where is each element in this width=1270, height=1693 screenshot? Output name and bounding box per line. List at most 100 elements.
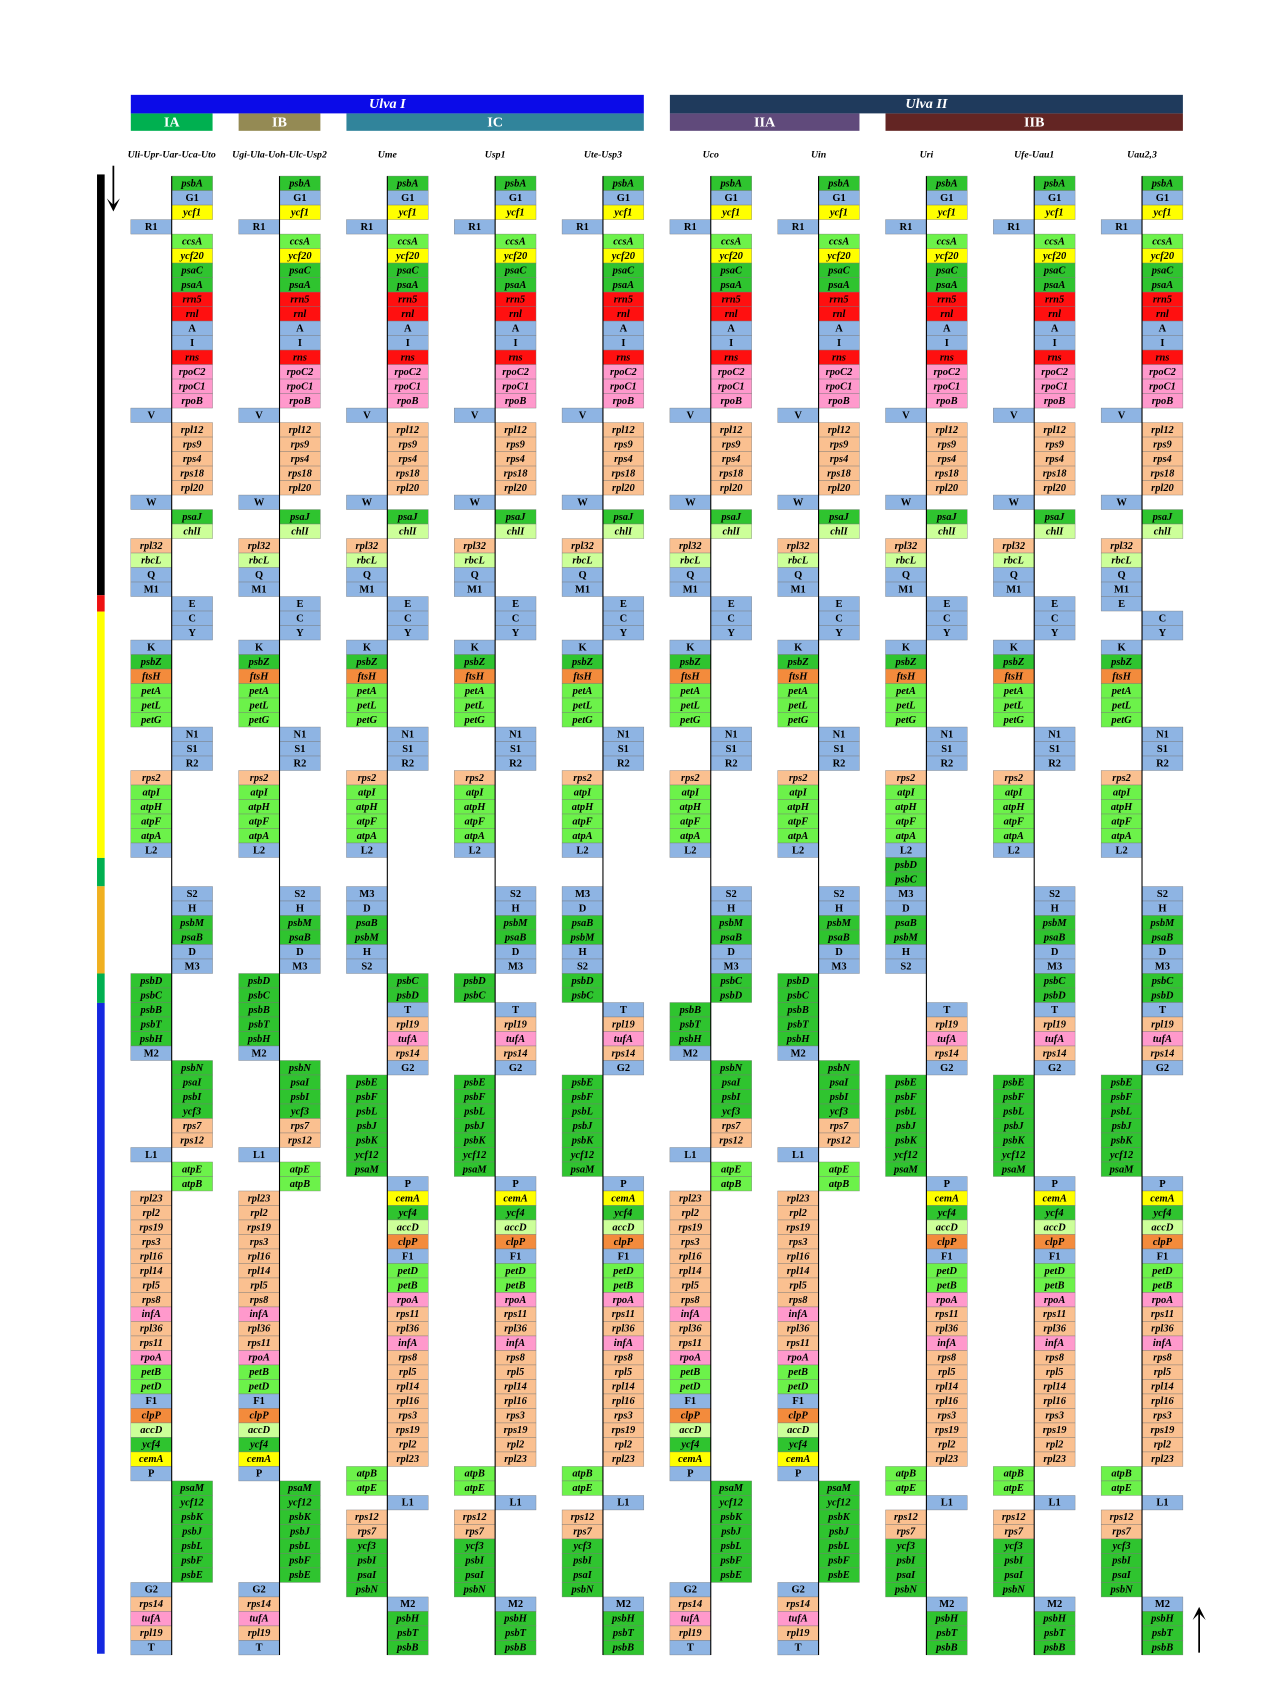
gene-label: rns xyxy=(616,352,630,363)
gene-label: R2 xyxy=(833,758,846,769)
gene-label: petL xyxy=(572,700,592,711)
gene-label: petB xyxy=(787,1367,808,1378)
gene-label: petD xyxy=(397,1266,419,1277)
gene-label: N1 xyxy=(186,729,199,740)
gene-label: psbN xyxy=(827,1063,851,1074)
gene-label: petG xyxy=(787,715,809,726)
gene-label: rpl5 xyxy=(938,1367,955,1378)
gene-label: rpl14 xyxy=(936,1382,959,1393)
gene-label: rps3 xyxy=(1045,1411,1064,1422)
gene-label: Q xyxy=(686,570,694,581)
gene-label: infA xyxy=(937,1338,956,1349)
gene-label: T xyxy=(1051,1005,1058,1016)
gene-label: H xyxy=(1158,903,1166,914)
gene-label: E xyxy=(296,599,303,610)
gene-label: rpoA xyxy=(141,1353,163,1364)
gene-label: psbI xyxy=(829,1092,850,1103)
gene-label: V xyxy=(902,410,910,421)
gene-label: ccsA xyxy=(398,236,418,247)
gene-label: rpl32 xyxy=(248,541,271,552)
gene-label: rps19 xyxy=(247,1222,272,1233)
gene-label: petG xyxy=(248,715,270,726)
gene-label: R2 xyxy=(725,758,738,769)
gene-label: rps9 xyxy=(722,439,741,450)
gene-label: I xyxy=(298,338,302,349)
gene-label: G2 xyxy=(1048,1063,1061,1074)
gene-label: rpoC2 xyxy=(610,367,637,378)
gene-label: rps7 xyxy=(358,1527,377,1538)
gene-label: clpP xyxy=(1045,1237,1065,1248)
gene-label: K xyxy=(902,642,911,653)
gene-label: rrn5 xyxy=(614,294,633,305)
gene-label: P xyxy=(1051,1179,1058,1190)
gene-label: rps3 xyxy=(789,1237,808,1248)
gene-label: rpoC1 xyxy=(718,381,745,392)
gene-label: rpl5 xyxy=(507,1367,524,1378)
gene-label: petL xyxy=(248,700,268,711)
gene-label: ycf12 xyxy=(1108,1150,1133,1161)
gene-label: psbE xyxy=(1002,1077,1025,1088)
gene-label: M1 xyxy=(898,584,913,595)
gene-label: psbK xyxy=(288,1512,312,1523)
gene-label: rps19 xyxy=(504,1425,529,1436)
up-arrow xyxy=(1192,1606,1206,1653)
gene-label: rps19 xyxy=(1043,1425,1068,1436)
gene-label: psbT xyxy=(1043,1628,1066,1639)
gene-label: Q xyxy=(578,570,586,581)
gene-label: petL xyxy=(464,700,484,711)
gene-label: psaA xyxy=(719,280,742,291)
gene-label: rns xyxy=(832,352,846,363)
gene-label: rps9 xyxy=(1045,439,1064,450)
gene-label: T xyxy=(404,1005,411,1016)
gene-label: psbM xyxy=(503,918,529,929)
gene-label: rpoB xyxy=(720,396,742,407)
gene-label: atpE xyxy=(1004,1483,1024,1494)
gene-label: psbI xyxy=(1111,1556,1132,1567)
gene-label: rpoB xyxy=(936,396,958,407)
gene-label: psaM xyxy=(462,1164,488,1175)
gene-label: rpl2 xyxy=(1154,1440,1171,1451)
gene-label: petB xyxy=(505,1280,526,1291)
gene-label: psaC xyxy=(396,265,420,276)
gene-label: psbI xyxy=(357,1556,378,1567)
gene-label: L1 xyxy=(1049,1498,1061,1509)
gene-label: N1 xyxy=(509,729,522,740)
gene-label: chlI xyxy=(722,526,740,537)
gene-label: atpF xyxy=(788,816,808,827)
gene-label: W xyxy=(146,497,157,508)
gene-label: psbJ xyxy=(289,1527,311,1538)
gene-label: ycf12 xyxy=(461,1150,486,1161)
gene-label: psbA xyxy=(827,178,850,189)
gene-label: V xyxy=(579,410,587,421)
gene-label: rpl2 xyxy=(1046,1440,1063,1451)
gene-label: rpoC1 xyxy=(1149,381,1176,392)
gene-label: rpoA xyxy=(1044,1295,1066,1306)
gene-label: M3 xyxy=(292,961,307,972)
gene-label: rpoC2 xyxy=(394,367,421,378)
gene-label: chlI xyxy=(507,526,525,537)
gene-label: rps7 xyxy=(183,1121,202,1132)
gene-label: petG xyxy=(1003,715,1025,726)
gene-label: atpE xyxy=(465,1483,485,1494)
gene-label: Q xyxy=(902,570,910,581)
gene-label: P xyxy=(405,1179,412,1190)
gene-label: psaC xyxy=(1043,265,1067,276)
gene-label: S2 xyxy=(900,961,911,972)
gene-label: rbcL xyxy=(572,555,592,566)
gene-label: rps11 xyxy=(504,1309,527,1320)
gene-label: ftsH xyxy=(142,671,161,682)
gene-label: rps7 xyxy=(722,1121,741,1132)
gene-label: psbH xyxy=(935,1614,960,1625)
gene-label: atpF xyxy=(572,816,592,827)
gene-label: rps8 xyxy=(1153,1353,1172,1364)
gene-label: rps11 xyxy=(787,1338,810,1349)
gene-label: D xyxy=(902,903,910,914)
gene-label: atpH xyxy=(1111,802,1133,813)
gene-label: cemA xyxy=(139,1454,163,1465)
gene-label: psbM xyxy=(570,932,596,943)
gene-label: P xyxy=(148,1469,155,1480)
gene-label: psaJ xyxy=(720,512,742,523)
gene-label: ftsH xyxy=(358,671,377,682)
gene-label: rrn5 xyxy=(1045,294,1064,305)
gene-label: A xyxy=(296,323,304,334)
